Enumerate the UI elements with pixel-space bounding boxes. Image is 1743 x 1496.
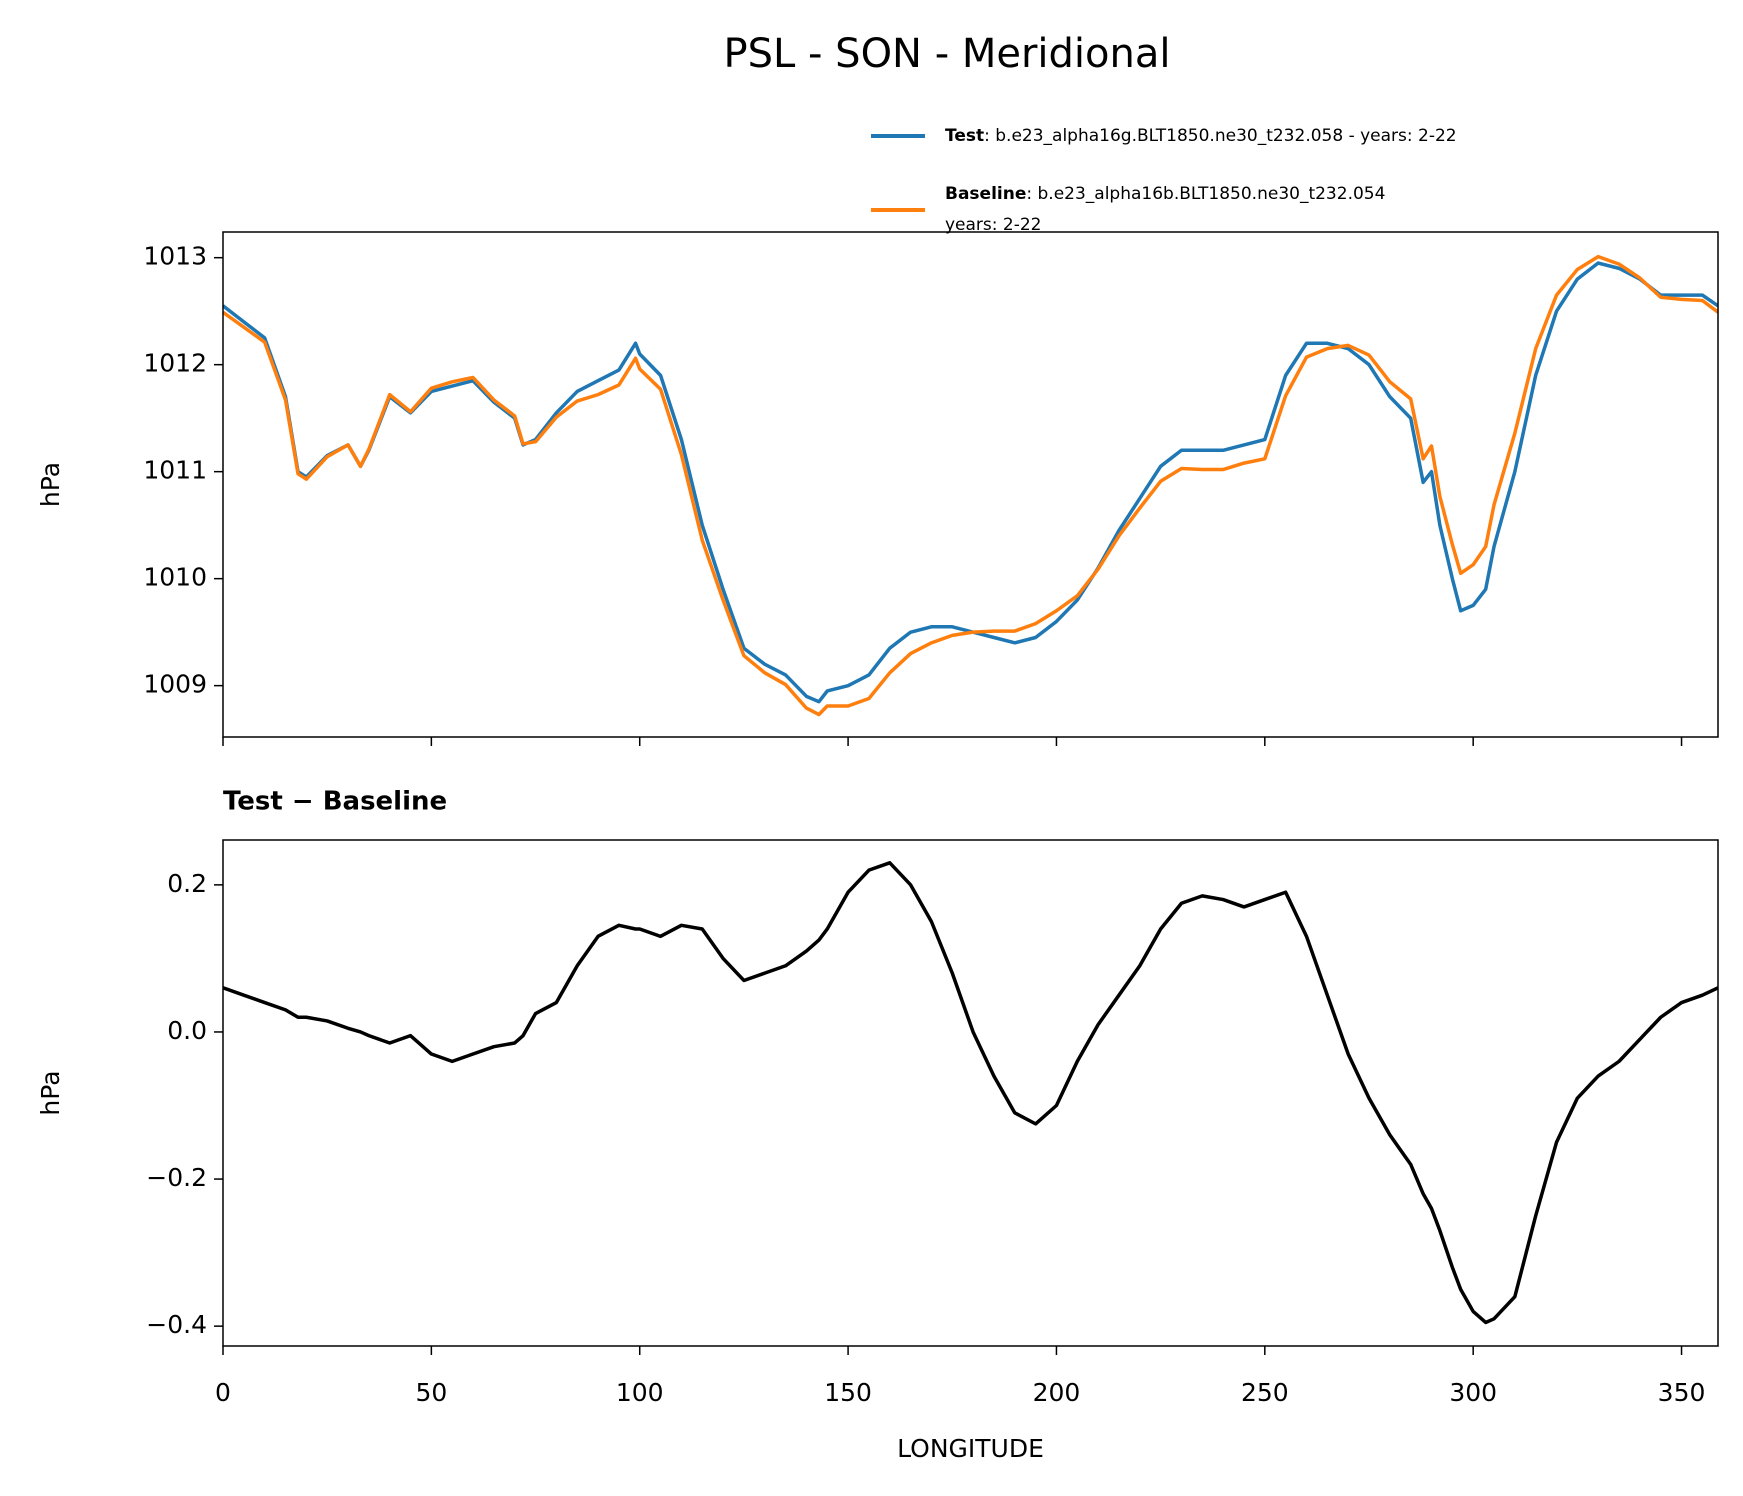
y-tick-label: 0.2 [167, 869, 207, 898]
x-tick-label: 350 [1658, 1378, 1706, 1407]
x-tick-label: 150 [824, 1378, 872, 1407]
y-tick-label: 1011 [143, 456, 207, 485]
legend-case: : b.e23_alpha16b.BLT1850.ne30_t232.054 [1026, 184, 1385, 204]
legend-case: years: 2-22 [945, 215, 1042, 235]
x-tick-label: 50 [415, 1378, 447, 1407]
x-tick-label: 300 [1449, 1378, 1497, 1407]
x-tick-label: 250 [1241, 1378, 1289, 1407]
data-line [223, 861, 1718, 1325]
legend-label: Baseline: b.e23_alpha16b.BLT1850.ne30_t2… [945, 184, 1385, 204]
y-tick-label: 0.0 [167, 1016, 207, 1045]
y-tick-label: −0.4 [146, 1310, 207, 1339]
plot-frame [222, 231, 1719, 738]
x-axis-label: LONGITUDE [897, 1434, 1044, 1463]
legend-case: : b.e23_alpha16g.BLT1850.ne30_t232.058 -… [984, 126, 1456, 146]
x-tick-label: 200 [1033, 1378, 1081, 1407]
legend-label: Test: b.e23_alpha16g.BLT1850.ne30_t232.0… [945, 126, 1457, 146]
y-tick-label: −0.2 [146, 1163, 207, 1192]
subplot-title: Test − Baseline [223, 787, 447, 817]
y-tick-label: 1013 [143, 242, 207, 271]
legend-name: Baseline [945, 184, 1026, 204]
y-tick-label: 1012 [143, 349, 207, 378]
data-line [223, 254, 1718, 717]
plot-frame [222, 839, 1719, 1347]
x-tick-label: 0 [215, 1378, 231, 1407]
data-line [223, 261, 1718, 704]
y-tick-label: 1010 [143, 563, 207, 592]
figure-title: PSL - SON - Meridional [724, 31, 1171, 77]
y-axis-label: hPa [36, 462, 65, 507]
x-tick-label: 100 [616, 1378, 664, 1407]
legend-name: Test [945, 126, 984, 146]
y-axis-label: hPa [36, 1070, 65, 1115]
y-tick-label: 1009 [143, 670, 207, 699]
